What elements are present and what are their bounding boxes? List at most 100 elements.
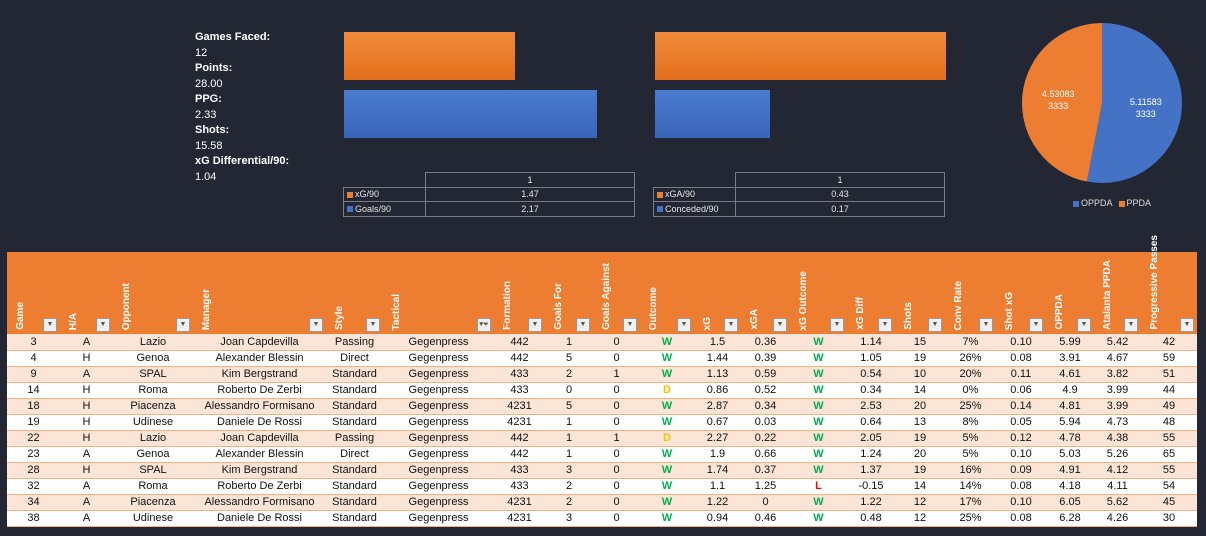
row-label: Conceded/90 [665,203,719,214]
pie-data-label: 5.11583 [1130,97,1162,107]
cell-formation: 4231 [494,494,545,511]
cell-atalanta-ppda: 5.42 [1094,334,1141,351]
cell-game: 28 [7,462,60,479]
cell-tactical: Gegenpress [383,478,494,495]
cell-shots: 20 [895,398,945,415]
cell-manager: Daniele De Rossi [193,414,326,431]
cell-manager: Kim Bergstrand [193,366,326,383]
cell-style: Standard [326,510,383,527]
filter-active-icon[interactable]: ▾⏷ [477,318,491,332]
cell-outcome: W [640,494,694,511]
cell-shots: 15 [895,334,945,351]
filter-dropdown-button[interactable]: ▼ [96,318,110,332]
cell-opponent: Genoa [113,446,193,463]
cell-shots: 12 [895,494,945,511]
stat-value: 1.04 [195,170,217,183]
filter-dropdown-button[interactable]: ▼ [528,318,542,332]
filter-dropdown-button[interactable]: ▼ [1180,318,1194,332]
table-row: 32 A Roma Roberto De Zerbi Standard Gegenpres… [7,478,1197,495]
cell-formation: 442 [494,446,545,463]
row-label: xG/90 [355,189,380,200]
cell-shot-xg: 0.08 [996,350,1046,367]
filter-dropdown-button[interactable]: ▼ [773,318,787,332]
cell-xg: 1.13 [694,366,741,383]
filter-dropdown-button[interactable]: ▼ [878,318,892,332]
stat-label: xG Differential/90: [195,155,290,167]
cell-xg: 1.9 [694,446,741,463]
column-header-goals-against: Goals Against ▼ [593,252,640,334]
cell-xga: 0.52 [741,382,790,399]
table-row: 9 A SPAL Kim Bergstrand Standard Gegenpress 43… [7,366,1197,383]
filter-dropdown-button[interactable]: ▼ [1029,318,1043,332]
cell-atalanta-ppda: 4.67 [1094,350,1141,367]
filter-dropdown-button[interactable]: ▼ [576,318,590,332]
cell-h-a: A [60,494,113,511]
column-header-label: Game [15,302,26,330]
filter-dropdown-button[interactable]: ▼ [979,318,993,332]
cell-conv-rate: 25% [945,510,996,527]
cell-game: 18 [7,398,60,415]
cell-progressive-passes: 54 [1141,478,1197,495]
cell-style: Standard [326,414,383,431]
cell-xg-outcome: W [790,510,847,527]
cell-game: 14 [7,382,60,399]
cell-shots: 14 [895,478,945,495]
table-row: 4 H Genoa Alexander Blessin Direct Gegenpress… [7,350,1197,367]
column-header-style: Style ▼ [326,252,383,334]
cell-goals-against: 0 [593,446,640,463]
cell-progressive-passes: 59 [1141,350,1197,367]
cell-goals-for: 3 [545,462,593,479]
filter-dropdown-button[interactable]: ▼ [830,318,844,332]
cell-progressive-passes: 42 [1141,334,1197,351]
column-header-progressive-passes: Progressive Passes ▼ [1141,235,1197,334]
cell-opponent: Piacenza [113,398,193,415]
column-header-label: xG [702,316,713,330]
filter-dropdown-button[interactable]: ▼ [928,318,942,332]
cell-goals-for: 1 [545,334,593,351]
cell-h-a: A [60,510,113,527]
filter-dropdown-button[interactable]: ▼ [309,318,323,332]
cell-atalanta-ppda: 4.12 [1094,462,1141,479]
pie-slice-ppda [1022,23,1102,182]
filter-dropdown-button[interactable]: ▼ [1077,318,1091,332]
filter-dropdown-button[interactable]: ▼ [724,318,738,332]
cell-formation: 4231 [494,398,545,415]
cell-xga: 0.03 [741,414,790,431]
cell-conv-rate: 8% [945,414,996,431]
table-row: 34 A Piacenza Alessandro Formisano Standard G… [7,494,1197,511]
row-value: 1.47 [425,186,635,202]
cell-shots: 14 [895,382,945,399]
cell-xga: 0.46 [741,510,790,527]
cell-tactical: Gegenpress [383,430,494,447]
cell-shot-xg: 0.08 [996,478,1046,495]
filter-dropdown-button[interactable]: ▼ [176,318,190,332]
filter-dropdown-button[interactable]: ▼ [677,318,691,332]
column-header-label: Shot xG [1004,291,1015,330]
cell-conv-rate: 14% [945,478,996,495]
table-row: 3 A Lazio Joan Capdevilla Passing Gegenpress 4… [7,334,1197,351]
legend-swatch-icon [657,206,663,213]
filter-dropdown-button[interactable]: ▼ [43,318,57,332]
cell-outcome: W [640,350,694,367]
cell-xga: 0.59 [741,366,790,383]
cell-style: Direct [326,446,383,463]
cell-conv-rate: 0% [945,382,996,399]
cell-oppda: 5.99 [1046,334,1094,351]
cell-xga: 0.34 [741,398,790,415]
cell-formation: 433 [494,478,545,495]
table-row: 23 A Genoa Alexander Blessin Direct Gegenpres… [7,446,1197,463]
cell-goals-for: 1 [545,430,593,447]
cell-xg: 1.74 [694,462,741,479]
table-row: 22 H Lazio Joan Capdevilla Passing Gegenpress… [7,430,1197,447]
legend-swatch-icon [347,191,353,198]
filter-dropdown-button[interactable]: ▼ [366,318,380,332]
cell-manager: Daniele De Rossi [193,510,326,527]
cell-goals-against: 0 [593,510,640,527]
filter-dropdown-button[interactable]: ▼ [623,318,637,332]
cell-shots: 12 [895,510,945,527]
column-header-xg: xG ▼ [694,252,741,334]
cell-formation: 442 [494,334,545,351]
cell-tactical: Gegenpress [383,334,494,351]
column-header-oppda: OPPDA ▼ [1046,252,1094,334]
filter-dropdown-button[interactable]: ▼ [1124,318,1138,332]
